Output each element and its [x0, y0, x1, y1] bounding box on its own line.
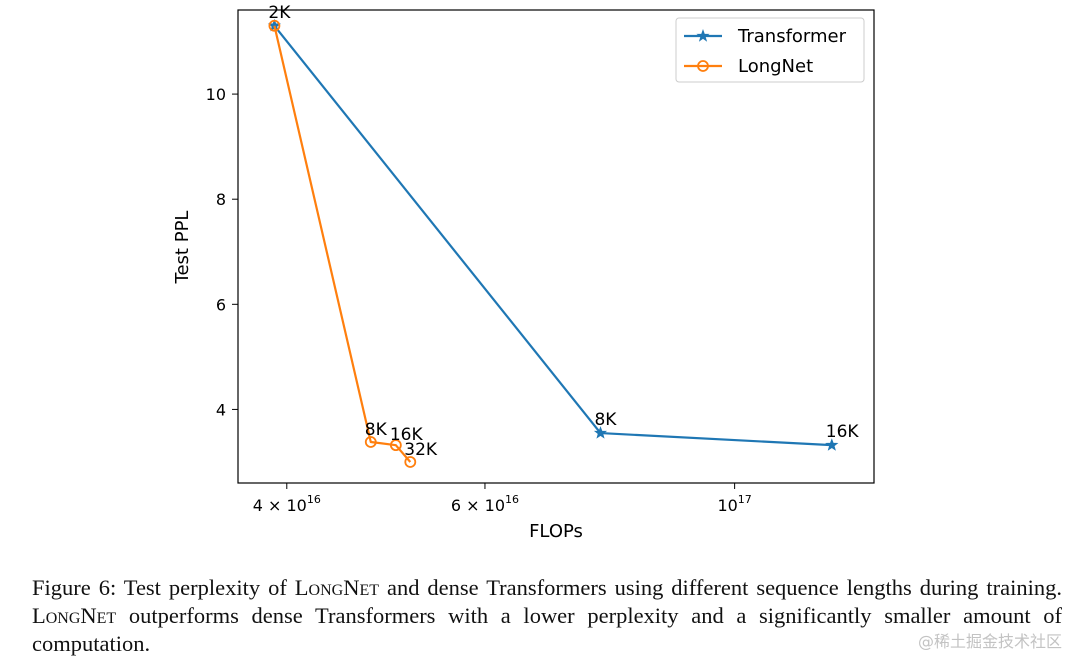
- point-label: 16K: [390, 425, 424, 445]
- caption-prefix: Figure 6: Test perplexity of: [32, 575, 295, 600]
- caption-middle: and dense Transformers using different s…: [379, 575, 1063, 600]
- x-tick-exponent: 17: [738, 493, 752, 506]
- point-label: 32K: [404, 440, 438, 460]
- point-label: 8K: [365, 420, 388, 440]
- data-point-circle: [404, 456, 417, 468]
- legend-label-transformer: Transformer: [737, 26, 847, 47]
- legend-marker-star: [696, 28, 710, 42]
- data-point-circle: [364, 436, 377, 448]
- caption-suffix: outperforms dense Transformers with a lo…: [32, 603, 1062, 656]
- y-axis-label: Test PPL: [172, 211, 193, 285]
- x-tick-exponent: 16: [505, 493, 519, 506]
- perplexity-chart: 4 × 1016 6 × 1016 1017 4 6 8 10 FLOPs Test PP…: [172, 3, 875, 542]
- x-tick-label: 1017: [717, 493, 751, 515]
- data-point-circle: [268, 19, 281, 32]
- x-axis-label: FLOPs: [529, 521, 583, 542]
- plot-area: [237, 9, 875, 484]
- legend-label-longnet: LongNet: [738, 56, 813, 77]
- legend-marker-circle: [697, 60, 709, 72]
- point-label: 16K: [826, 422, 860, 442]
- x-tick-label: 4 × 1016: [253, 493, 321, 515]
- data-point-star: [825, 438, 839, 451]
- y-tick-label: 8: [216, 190, 226, 209]
- series-longnet: [268, 19, 417, 468]
- caption-longnet-name: LongNet: [294, 575, 380, 600]
- y-tick-label: 10: [206, 85, 226, 104]
- y-axis-ticks: 4 6 8 10: [206, 85, 238, 419]
- x-tick-label: 6 × 1016: [451, 493, 519, 515]
- watermark: @稀土掘金技术社区: [917, 632, 1062, 651]
- data-point-circle: [389, 439, 402, 452]
- data-point-star: [593, 426, 608, 439]
- x-axis-ticks: 4 × 1016 6 × 1016 1017: [253, 483, 752, 515]
- y-tick-label: 4: [216, 400, 226, 419]
- series-line: [273, 25, 412, 463]
- caption-longnet-name-2: LongNet: [32, 603, 117, 628]
- point-label: 8K: [594, 410, 617, 430]
- y-tick-label: 6: [216, 295, 226, 314]
- legend: Transformer LongNet: [675, 17, 865, 83]
- legend-box: [675, 17, 865, 83]
- point-label: 2K: [268, 3, 291, 23]
- x-tick-exponent: 16: [307, 493, 321, 506]
- figure-caption: Figure 6: Test perplexity of LongNet and…: [32, 574, 1062, 658]
